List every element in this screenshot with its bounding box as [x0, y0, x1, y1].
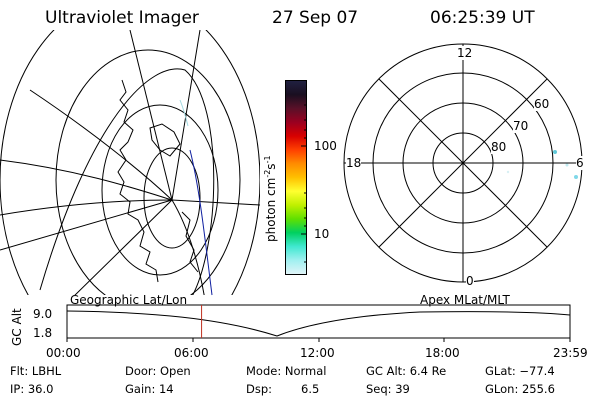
- altitude-curve: [66, 310, 571, 337]
- lat-label-80: 80: [491, 140, 507, 154]
- date-label: 27 Sep 07: [272, 8, 359, 28]
- earth-limb: [39, 68, 215, 295]
- mlt-label-18: 18: [346, 156, 362, 170]
- gc-alt-value: GC Alt: 6.4 Re: [366, 364, 447, 378]
- lat-label-70: 70: [513, 119, 529, 133]
- coastline: [181, 211, 199, 273]
- ip-value: IP: 36.0: [10, 382, 54, 396]
- timeline-ymin: 1.8: [33, 326, 53, 340]
- mlt-label-12: 12: [457, 46, 473, 60]
- xtick-2359: 23:59: [553, 346, 588, 360]
- orbit-track-faint: [179, 99, 189, 127]
- glat-value: GLat: −77.4: [485, 364, 555, 378]
- orbit-track: [189, 149, 213, 296]
- timeline-left-label: Geographic Lat/Lon: [70, 293, 188, 307]
- mlt-label-0: 0: [466, 274, 474, 288]
- coastline: [149, 123, 181, 157]
- meridian: [129, 30, 173, 201]
- mlt-line: [378, 78, 548, 248]
- dsp-label: Dsp:: [246, 382, 273, 396]
- xtick-0000: 00:00: [46, 346, 81, 360]
- meridian: [29, 89, 205, 295]
- aurora-spot: [506, 170, 510, 174]
- colorbar: [285, 80, 307, 275]
- door-status: Door: Open: [125, 364, 191, 378]
- aurora-spot: [553, 150, 557, 154]
- timeline-frame: [66, 304, 571, 339]
- seq-value: Seq: 39: [366, 382, 410, 396]
- colorbar-tick-10: 10: [314, 227, 330, 241]
- dsp-value: 6.5: [301, 382, 320, 396]
- colorbar-tick-100: 100: [314, 139, 337, 153]
- meridian: [0, 199, 173, 216]
- glon-value: GLon: 255.6: [485, 382, 555, 396]
- xtick-1200: 12:00: [300, 346, 335, 360]
- mlt-label-6: 6: [576, 156, 584, 170]
- time-label: 06:25:39 UT: [430, 8, 535, 28]
- lat-circle: [143, 147, 201, 249]
- xtick-1800: 18:00: [425, 346, 460, 360]
- timeline-right-label: Apex MLat/MLT: [420, 293, 510, 307]
- coastline: [117, 79, 159, 283]
- lat-label-60: 60: [534, 97, 550, 111]
- filter-value: Flt: LBHL: [10, 364, 62, 378]
- lat-circle: [55, 49, 241, 295]
- xtick-0600: 06:00: [174, 346, 209, 360]
- aurora-spot: [574, 175, 578, 179]
- timeline-ymax: 9.0: [33, 307, 53, 321]
- meridian: [0, 159, 173, 201]
- aurora-spot: [565, 163, 569, 167]
- lat-circle: [101, 104, 219, 276]
- instrument-title: Ultraviolet Imager: [45, 8, 199, 28]
- gain-value: Gain: 14: [125, 382, 174, 396]
- mode-value: Mode: Normal: [246, 364, 327, 378]
